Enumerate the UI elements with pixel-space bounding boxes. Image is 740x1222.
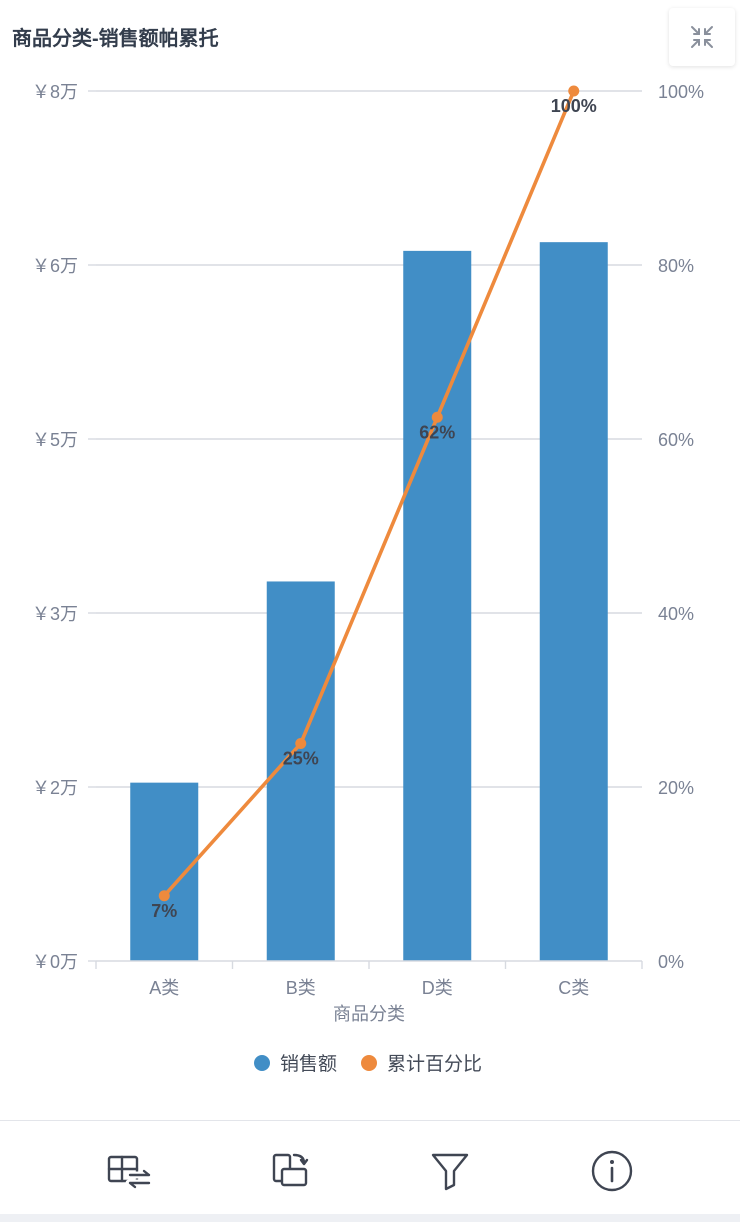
left-axis-tick-label: ￥3万 [32, 604, 78, 624]
left-axis-tick-label: ￥2万 [32, 778, 78, 798]
x-tick-label: D类 [422, 978, 453, 998]
pareto-chart: 7% 25% 62% 100% ￥0万 ￥2万 ￥3万 ￥5万 ￥6万 ￥8万 0% 20% 40%… [32, 82, 704, 1075]
right-axis-tick-label: 40% [658, 604, 694, 624]
legend-label-sales: 销售额 [280, 1053, 337, 1075]
cumulative-label: 62% [419, 422, 455, 442]
x-tick-label: A类 [149, 978, 179, 998]
legend-marker-cumulative [361, 1055, 377, 1071]
right-axis-tick-label: 20% [658, 778, 694, 798]
rotate-icon [272, 1153, 309, 1187]
cumulative-label: 100% [551, 96, 597, 116]
bar-C类 [539, 242, 608, 962]
filter-icon [431, 1153, 469, 1191]
cumulative-point [158, 890, 170, 902]
cumulative-label: 25% [283, 749, 319, 769]
chart-toolbar [0, 1120, 740, 1215]
legend-marker-sales [254, 1055, 270, 1071]
table-swap-icon [107, 1155, 153, 1189]
collapse-icon [691, 26, 713, 48]
legend-label-cumulative: 累计百分比 [387, 1053, 482, 1075]
rotate-button[interactable] [262, 1145, 318, 1197]
left-axis-tick-label: ￥6万 [32, 256, 78, 276]
info-icon [591, 1150, 633, 1192]
right-axis-tick-label: 100% [658, 82, 704, 102]
bar-D类 [403, 250, 472, 962]
x-axis-title: 商品分类 [333, 1004, 405, 1024]
cumulative-point [431, 411, 443, 423]
x-tick-label: C类 [558, 978, 589, 998]
chart-title: 商品分类-销售额帕累托 [12, 28, 219, 50]
info-button[interactable] [584, 1145, 640, 1197]
cumulative-label: 7% [151, 901, 177, 921]
left-axis-tick-label: ￥8万 [32, 82, 78, 102]
x-tick-label: B类 [286, 978, 316, 998]
left-axis-tick-label: ￥5万 [32, 430, 78, 450]
filter-button[interactable] [422, 1145, 478, 1197]
left-axis-tick-label: ￥0万 [32, 952, 78, 972]
cumulative-line [162, 90, 576, 897]
right-axis-tick-label: 0% [658, 952, 684, 972]
bottom-strip [0, 1214, 740, 1222]
right-axis-tick-label: 60% [658, 430, 694, 450]
collapse-button[interactable] [669, 8, 735, 66]
right-axis-tick-label: 80% [658, 256, 694, 276]
swap-axes-button[interactable] [100, 1145, 156, 1197]
cumulative-point [568, 85, 580, 97]
cumulative-point [295, 738, 307, 749]
